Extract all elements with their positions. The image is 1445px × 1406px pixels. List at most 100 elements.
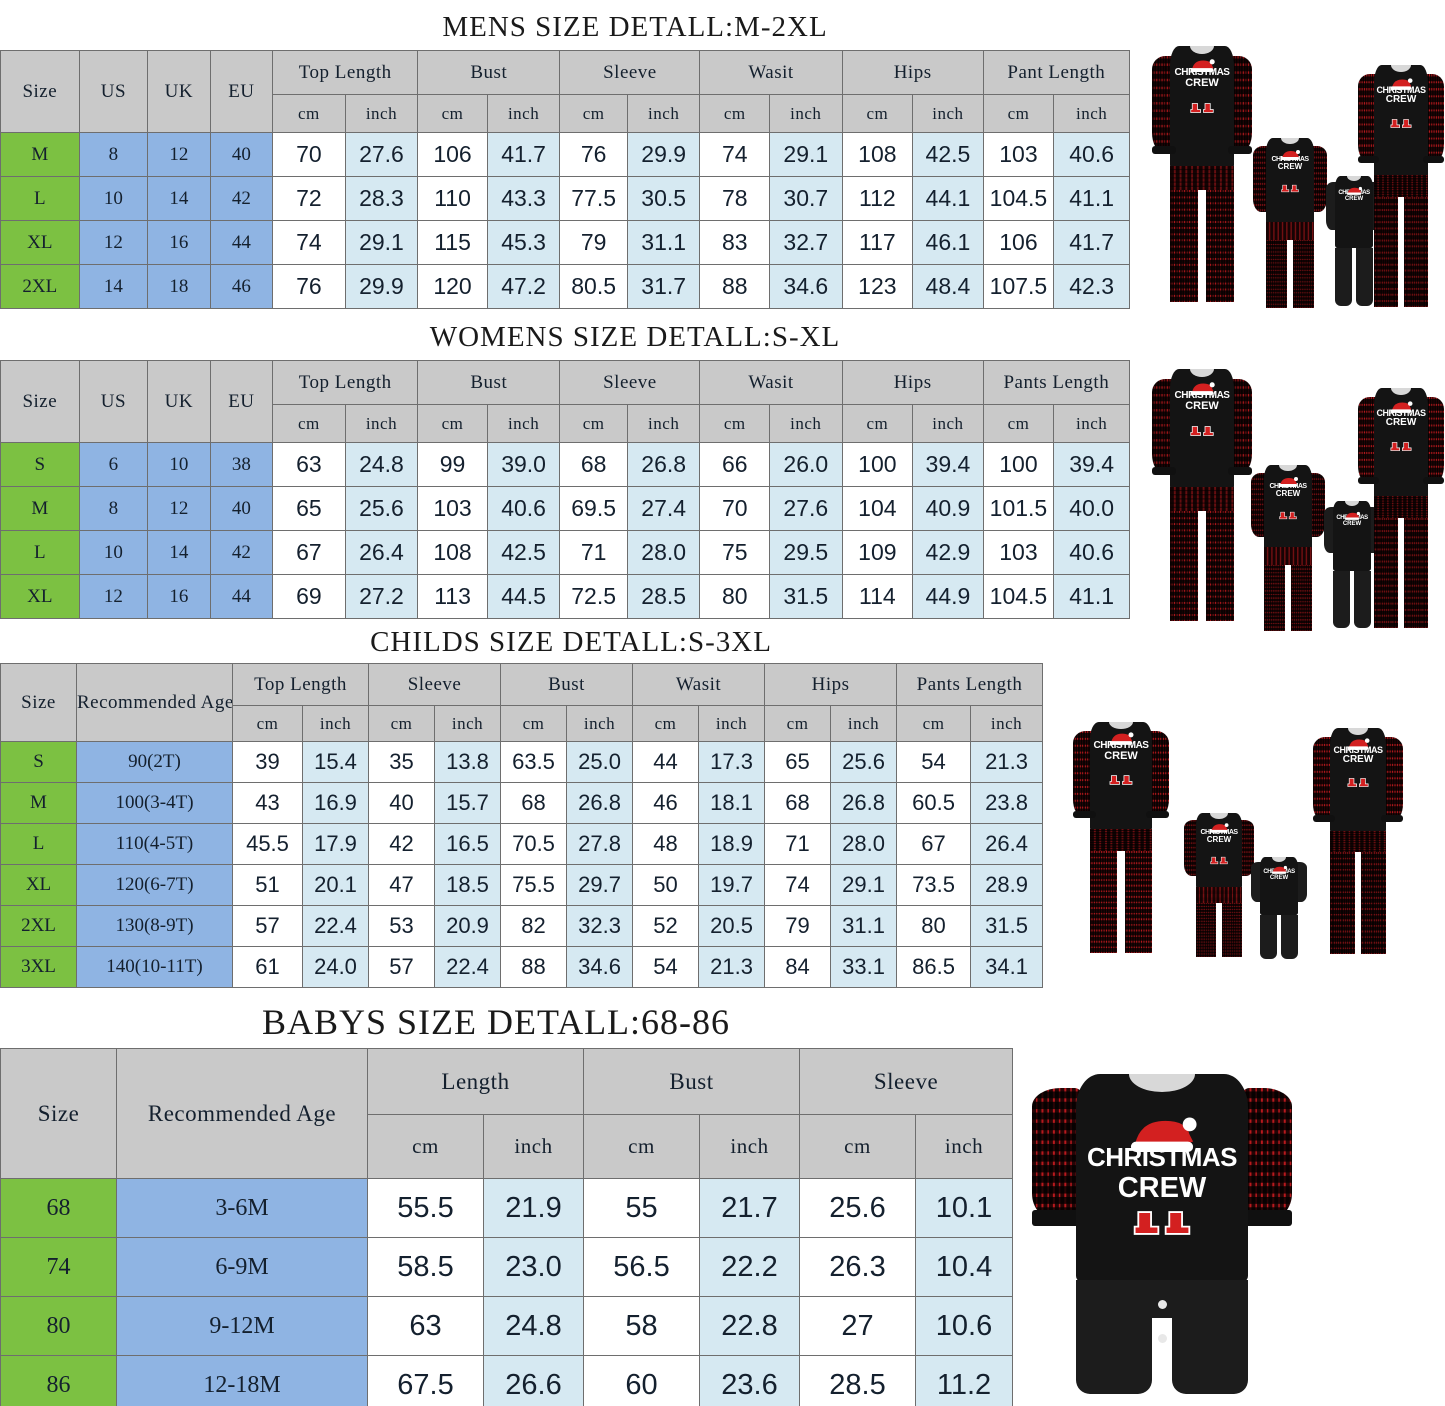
col-group-sleeve: Sleeve bbox=[559, 360, 701, 405]
plaid-pant-leg-right bbox=[1125, 851, 1152, 953]
col-group-wasit: Wasit bbox=[699, 50, 843, 95]
table-row: S 6 10 38 63 24.8 99 39.0 68 26.8 66 26.0 100 39.4 100… bbox=[0, 442, 1130, 487]
cell-cm: 113 bbox=[417, 574, 488, 619]
table-row: M 8 12 40 70 27.6 106 41.7 76 29.9 74 29.1 108 42.5 10… bbox=[0, 132, 1130, 177]
cell-cm: 112 bbox=[841, 176, 914, 221]
cell-inch: 28.9 bbox=[970, 864, 1044, 906]
cell-inch: 26.6 bbox=[483, 1355, 584, 1406]
cell-region-size: 12 bbox=[78, 220, 149, 265]
col-unit-cm: cm bbox=[764, 705, 832, 742]
plaid-pants bbox=[1264, 547, 1312, 565]
cell-inch: 40.9 bbox=[912, 486, 984, 531]
table-row: 86 12-18M 67.5 26.6 60 23.6 28.5 11.2 bbox=[0, 1355, 1013, 1406]
babys-size-table: Size Recommended Age Length Bust Sleeve cm inc… bbox=[0, 1048, 1013, 1406]
cell-cm: 60 bbox=[583, 1355, 700, 1406]
col-unit-inch: inch bbox=[626, 404, 701, 443]
cuff-left bbox=[1313, 815, 1335, 822]
cell-cm: 80 bbox=[896, 905, 972, 947]
cell-cm: 45.5 bbox=[232, 823, 303, 865]
plaid-pants bbox=[1090, 829, 1152, 851]
romper-leg-right bbox=[1281, 915, 1298, 959]
cell-region-size: 110(4-5T) bbox=[76, 823, 233, 865]
cell-cm: 80 bbox=[699, 574, 771, 619]
plaid-pants bbox=[1374, 496, 1428, 518]
figure-dad: CHRISTMAS CREW bbox=[1073, 719, 1169, 957]
graphic-crew-text: CREW bbox=[1269, 875, 1289, 881]
col-unit-inch: inch bbox=[626, 94, 701, 133]
santa-hat-icon bbox=[1347, 737, 1370, 750]
cell-cm: 52 bbox=[632, 905, 700, 947]
cell-cm: 82 bbox=[500, 905, 568, 947]
romper-body bbox=[1076, 1074, 1248, 1284]
cell-cm: 99 bbox=[417, 442, 488, 487]
snap-button bbox=[1158, 1334, 1167, 1343]
cell-inch: 18.5 bbox=[434, 864, 502, 906]
cell-cm: 70 bbox=[699, 486, 771, 531]
cell-region-size: 12-18M bbox=[116, 1355, 368, 1406]
col-group-length: Length bbox=[367, 1048, 584, 1115]
cell-inch: 26.8 bbox=[626, 442, 701, 487]
cell-region-size: 6 bbox=[78, 442, 149, 487]
cell-region-size: 9-12M bbox=[116, 1296, 368, 1356]
snap-button bbox=[1158, 1300, 1167, 1309]
graphic-christmas-text: CHRISTMAS bbox=[1376, 85, 1427, 95]
graphic-crew-text: CREW bbox=[1117, 1172, 1207, 1204]
romper-leg-right bbox=[1356, 248, 1373, 306]
babys-title: BABYS SIZE DETALL:68-86 bbox=[261, 1002, 731, 1042]
cell-region-size: 44 bbox=[209, 574, 274, 619]
cell-cm: 110 bbox=[417, 176, 488, 221]
cell-inch: 22.8 bbox=[699, 1296, 800, 1356]
col-group-top-length: Top Length bbox=[272, 360, 419, 405]
cell-region-size: 42 bbox=[209, 530, 274, 575]
table-row: M 100(3-4T) 43 16.9 40 15.7 68 26.8 46 18.1 68 26.8… bbox=[0, 782, 1044, 824]
cell-cm: 76 bbox=[559, 132, 628, 177]
cuff-left bbox=[1152, 146, 1176, 154]
cell-inch: 10.4 bbox=[915, 1237, 1013, 1297]
col-unit-cm: cm bbox=[368, 705, 436, 742]
cell-size: 3XL bbox=[0, 946, 77, 988]
cell-inch: 34.1 bbox=[970, 946, 1044, 988]
cell-size: M bbox=[0, 782, 77, 824]
col-unit-cm: cm bbox=[559, 404, 628, 443]
cell-cm: 43 bbox=[232, 782, 303, 824]
col-unit-inch: inch bbox=[769, 94, 843, 133]
collar bbox=[1348, 728, 1368, 735]
cell-cm: 108 bbox=[417, 530, 488, 575]
table-row: XL 12 16 44 69 27.2 113 44.5 72.5 28.5 80 31.5 114 44… bbox=[0, 574, 1130, 619]
cell-inch: 26.8 bbox=[566, 782, 634, 824]
collar bbox=[1391, 65, 1411, 72]
col-unit-inch: inch bbox=[912, 404, 984, 443]
cell-inch: 24.8 bbox=[344, 442, 419, 487]
cell-inch: 29.9 bbox=[626, 132, 701, 177]
cell-inch: 30.7 bbox=[769, 176, 843, 221]
santa-hat-icon bbox=[1189, 58, 1215, 72]
collar bbox=[1345, 501, 1359, 506]
table-row: 2XL 130(8-9T) 57 22.4 53 20.9 82 32.3 52 20.5 79 31… bbox=[0, 905, 1044, 947]
cell-region-size: 40 bbox=[209, 486, 274, 531]
cell-cm: 63.5 bbox=[500, 741, 568, 783]
cuff-left bbox=[1032, 1210, 1084, 1226]
col-header-size: Size bbox=[0, 50, 80, 133]
cell-cm: 79 bbox=[764, 905, 832, 947]
cell-cm: 103 bbox=[417, 486, 488, 531]
cell-region-size: 14 bbox=[147, 530, 211, 575]
graphic-christmas-text: CHRISTMAS bbox=[1093, 740, 1149, 751]
cuff-left bbox=[1358, 156, 1379, 163]
cell-inch: 27.4 bbox=[626, 486, 701, 531]
cell-inch: 23.6 bbox=[699, 1355, 800, 1406]
cell-region-size: 130(8-9T) bbox=[76, 905, 233, 947]
col-group-sleeve: Sleeve bbox=[559, 50, 701, 95]
cell-inch: 39.4 bbox=[1053, 442, 1130, 487]
col-unit-inch: inch bbox=[301, 705, 370, 742]
col-group-pant-length: Pant Length bbox=[982, 50, 1131, 95]
cell-size: XL bbox=[0, 220, 80, 265]
cell-cm: 63 bbox=[367, 1296, 484, 1356]
romper-leg-left bbox=[1335, 248, 1352, 306]
cell-cm: 117 bbox=[841, 220, 914, 265]
cuff-right bbox=[1146, 811, 1169, 818]
cell-region-size: 6-9M bbox=[116, 1237, 368, 1297]
figure-mom: CHRISTMAS CREW bbox=[1313, 725, 1403, 957]
col-unit-cm: cm bbox=[982, 404, 1055, 443]
cell-cm: 55.5 bbox=[367, 1178, 484, 1238]
cell-cm: 83 bbox=[699, 220, 771, 265]
